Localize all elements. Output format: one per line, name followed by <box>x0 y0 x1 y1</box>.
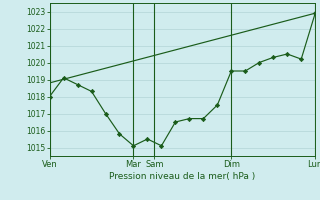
X-axis label: Pression niveau de la mer( hPa ): Pression niveau de la mer( hPa ) <box>109 172 256 181</box>
